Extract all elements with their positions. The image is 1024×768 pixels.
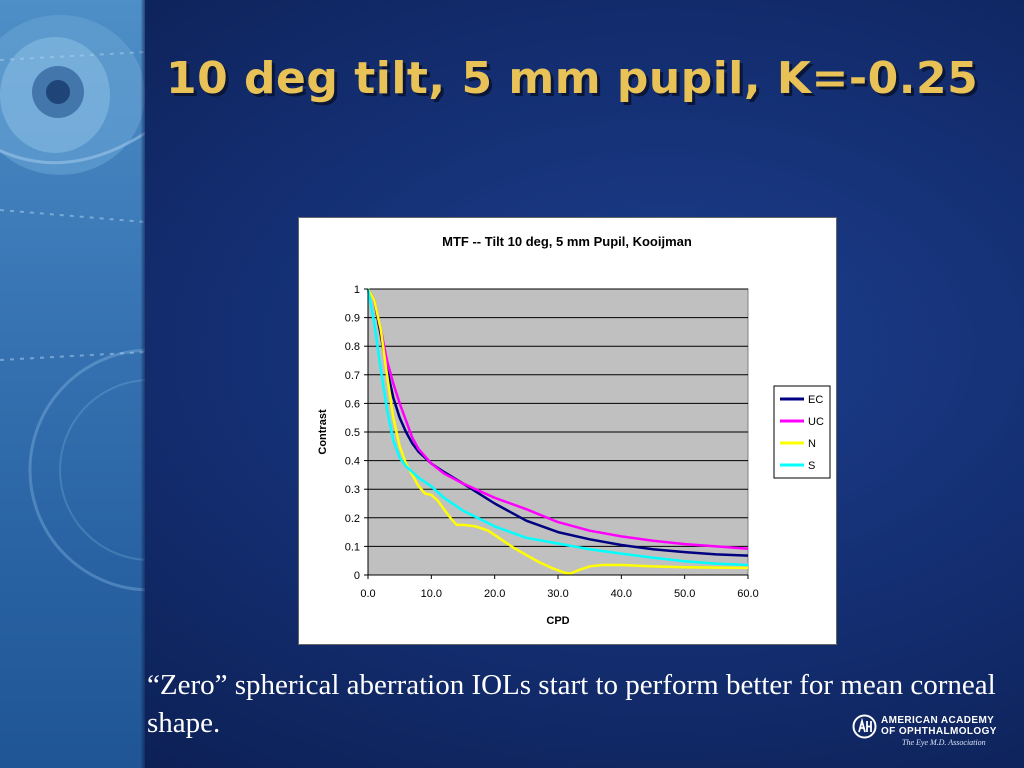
x-tick-label: 30.0 <box>547 588 568 600</box>
aao-logo-mark-icon <box>852 714 877 739</box>
x-tick-labels: 0.0 10.0 20.0 30.0 40.0 50.0 60.0 <box>360 588 758 600</box>
x-tick-label: 40.0 <box>611 588 632 600</box>
series-lines <box>366 288 749 575</box>
y-tick-label: 0.4 <box>345 456 360 468</box>
legend-label: S <box>808 460 815 472</box>
y-tick-label: 0.6 <box>345 398 360 410</box>
series-line-n <box>366 288 749 575</box>
x-tick-label: 20.0 <box>484 588 505 600</box>
gridlines <box>368 288 748 547</box>
y-axis-label: Contrast <box>317 409 329 455</box>
x-tick-label: 0.0 <box>360 588 375 600</box>
eye-graphic <box>0 15 145 592</box>
side-decoration-strip <box>0 0 145 768</box>
logo-text-line1: AMERICAN ACADEMY <box>881 715 995 726</box>
y-tick-label: 0 <box>354 570 360 582</box>
chart-panel: MTF -- Tilt 10 deg, 5 mm Pupil, Kooijman… <box>298 217 837 645</box>
y-tick-label: 0.2 <box>345 513 360 525</box>
y-tick-label: 0.1 <box>345 541 360 553</box>
x-axis-label: CPD <box>546 615 569 627</box>
legend-label: EC <box>808 394 823 406</box>
slide-title: 10 deg tilt, 5 mm pupil, K=-0.25 <box>166 53 979 104</box>
legend-label: N <box>808 438 816 450</box>
aao-logo: AMERICAN ACADEMY OF OPHTHALMOLOGY The Ey… <box>852 714 1002 750</box>
y-tick-label: 0.8 <box>345 341 360 353</box>
side-strip-edge <box>141 0 145 768</box>
y-tick-label: 1 <box>354 284 360 296</box>
logo-tagline: The Eye M.D. Association <box>902 738 986 747</box>
legend-label: UC <box>808 416 824 428</box>
legend-box <box>773 385 831 479</box>
x-tick-label: 60.0 <box>737 588 758 600</box>
chart-title: MTF -- Tilt 10 deg, 5 mm Pupil, Kooijman <box>442 234 692 249</box>
mtf-line-chart: MTF -- Tilt 10 deg, 5 mm Pupil, Kooijman… <box>317 234 831 627</box>
axes <box>364 288 749 579</box>
y-tick-label: 0.5 <box>345 427 360 439</box>
chart-legend: EC UC NS <box>773 385 831 479</box>
series-line-uc <box>366 288 749 550</box>
x-tick-label: 10.0 <box>421 588 442 600</box>
x-tick-label: 50.0 <box>674 588 695 600</box>
y-tick-label: 0.3 <box>345 484 360 496</box>
slide-caption: “Zero” spherical aberration IOLs start t… <box>147 669 996 739</box>
y-tick-label: 0.7 <box>345 370 360 382</box>
logo-text-line2: OF OPHTHALMOLOGY <box>881 726 997 737</box>
y-tick-labels: 0 0.1 0.2 0.3 0.4 0.5 0.6 0.7 0.8 0.9 1 <box>345 284 360 582</box>
series-line-s <box>366 288 749 567</box>
y-tick-label: 0.9 <box>345 313 360 325</box>
